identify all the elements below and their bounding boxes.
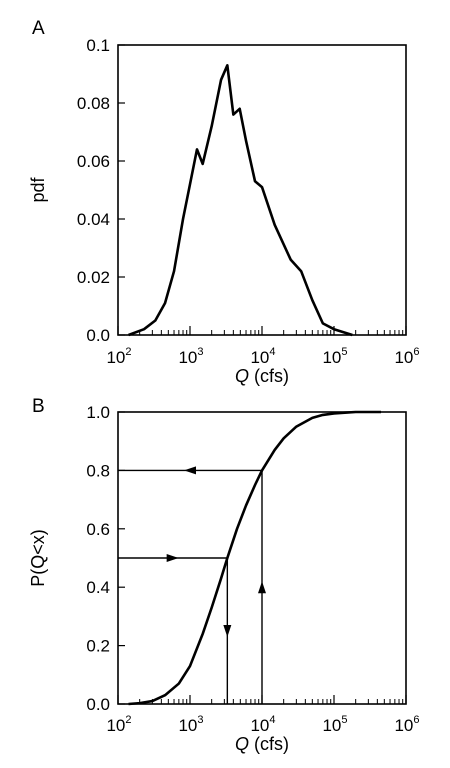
- annotation-arrow-left-head: [184, 466, 196, 475]
- y-tick-label: 0.1: [86, 36, 110, 55]
- panel-a-ytick-labels: 0.0 0.02 0.04 0.06 0.08 0.1: [77, 36, 110, 345]
- annotation-arrow-up-head: [258, 581, 266, 594]
- x-tick-label: 104: [250, 346, 275, 367]
- x-tick-label: 102: [106, 714, 131, 735]
- panel-a-xtick-labels: 102 103 104 105 106: [106, 346, 419, 367]
- panel-a: A 0.0 0.02 0.04 0.06 0.08 0.1 102 103 104 105 106…: [28, 18, 420, 386]
- x-tick-label: 104: [250, 714, 275, 735]
- y-tick-label: 0.0: [86, 326, 110, 345]
- panel-a-ticks: [117, 44, 407, 336]
- x-tick-label: 106: [394, 714, 419, 735]
- panel-a-ylabel: pdf: [28, 176, 48, 202]
- y-tick-label: 0.02: [77, 268, 110, 287]
- x-tick-label: 103: [178, 346, 203, 367]
- series-line: [128, 64, 353, 337]
- panel-b-annotations: [118, 466, 266, 704]
- y-tick-label: 0.06: [77, 152, 110, 171]
- x-tick-label: 102: [106, 346, 131, 367]
- x-tick-label: 105: [322, 714, 347, 735]
- panel-a-letter: A: [32, 18, 45, 39]
- panel-b-letter: B: [32, 396, 45, 417]
- y-tick-label: 0.8: [86, 461, 110, 480]
- x-tick-label: 106: [394, 346, 419, 367]
- y-tick-label: 0.6: [86, 520, 110, 539]
- panel-a-xlabel: Q (cfs): [235, 366, 289, 386]
- annotation-arrow-down-head: [223, 625, 232, 637]
- x-tick-label: 105: [322, 346, 347, 367]
- series-line: [128, 410, 382, 706]
- y-tick-label: 0.2: [86, 637, 110, 656]
- x-tick-label: 103: [178, 714, 203, 735]
- panel-b-series: [128, 410, 382, 706]
- y-tick-label: 0.08: [77, 94, 110, 113]
- y-tick-label: 0.4: [86, 578, 110, 597]
- panel-a-series: [128, 64, 353, 337]
- panel-b-ytick-labels: 0.0 0.2 0.4 0.6 0.8 1.0: [86, 403, 110, 714]
- y-tick-label: 0.0: [86, 695, 110, 714]
- panel-b: B 0.0 0.2 0.4 0.6 0.8 1.0 102 103 104 105 106 Q (…: [28, 396, 420, 754]
- y-tick-label: 1.0: [86, 403, 110, 422]
- panel-b-xlabel: Q (cfs): [235, 734, 289, 754]
- annotation-arrow-right-head: [166, 554, 179, 562]
- panel-b-ylabel: P(Q<x): [28, 529, 48, 587]
- y-tick-label: 0.04: [77, 210, 110, 229]
- panel-b-xtick-labels: 102 103 104 105 106: [106, 714, 419, 735]
